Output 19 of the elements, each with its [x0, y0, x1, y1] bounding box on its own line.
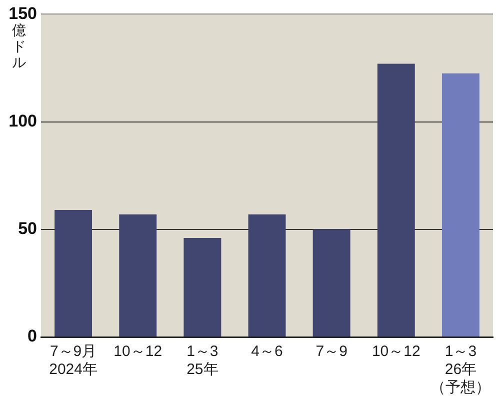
bar	[119, 214, 157, 336]
x-tick-label: 7～9月 2024年	[49, 343, 98, 378]
x-tick-label: 4～6	[251, 343, 283, 360]
x-tick-label: 1～3 26年（予想）	[430, 343, 491, 396]
bar	[377, 64, 415, 336]
y-tick-label: 50	[18, 219, 37, 238]
y-tick-label: 150	[8, 4, 37, 23]
y-axis-title: 億ドル	[12, 22, 26, 71]
x-tick-label: 10～12	[372, 343, 420, 360]
x-tick-label: 10～12	[114, 343, 162, 360]
bar	[312, 229, 350, 336]
x-tick-label: 1～3 25年	[186, 343, 218, 378]
bar	[442, 73, 480, 336]
bar	[184, 238, 222, 336]
bar	[248, 214, 286, 336]
bar	[54, 210, 92, 336]
y-tick-label: 0	[28, 326, 37, 346]
x-tick-label: 7～9	[316, 343, 348, 360]
y-tick-label: 100	[8, 111, 37, 130]
